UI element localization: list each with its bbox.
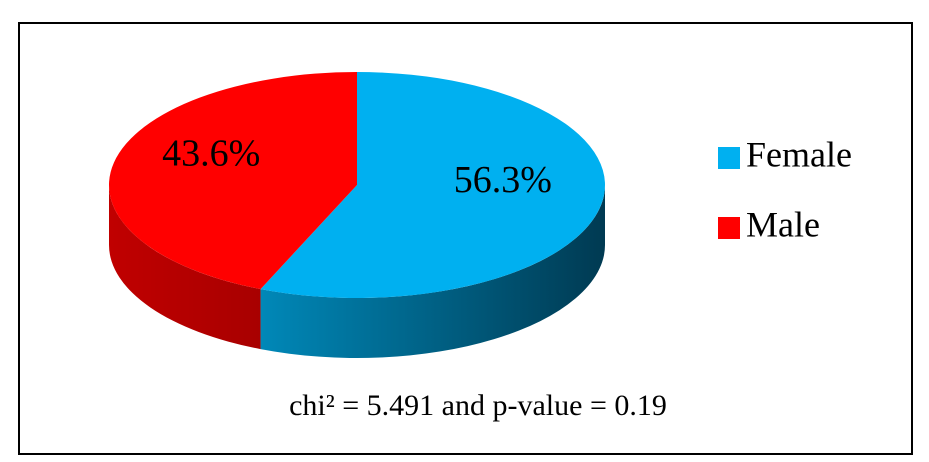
legend-swatch bbox=[718, 147, 740, 169]
legend-label: Female bbox=[746, 134, 852, 174]
data-label: 43.6% bbox=[162, 132, 260, 174]
pie-slice bbox=[109, 72, 357, 290]
legend-label: Male bbox=[746, 204, 820, 244]
pie-slice bbox=[260, 72, 605, 298]
legend-swatch bbox=[718, 217, 740, 239]
annotation: chi² = 5.491 and p-value = 0.19 bbox=[289, 389, 667, 422]
data-label: 56.3% bbox=[454, 159, 552, 201]
pie-side bbox=[260, 185, 605, 358]
pie-side bbox=[108, 185, 261, 350]
